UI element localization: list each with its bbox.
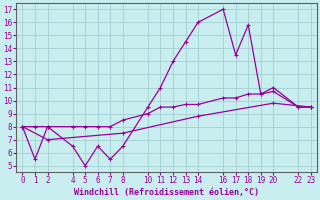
X-axis label: Windchill (Refroidissement éolien,°C): Windchill (Refroidissement éolien,°C) <box>74 188 259 197</box>
